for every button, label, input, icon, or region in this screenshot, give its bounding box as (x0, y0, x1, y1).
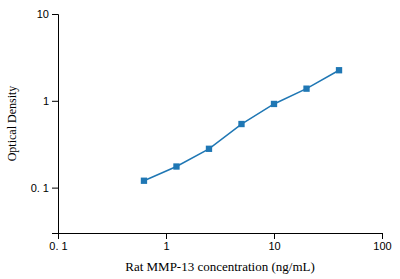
x-axis: 0. 1 1 10 100 (49, 233, 391, 252)
x-axis-title: Rat MMP-13 concentration (ng/mL) (125, 259, 315, 274)
axis-line (59, 234, 383, 240)
tick: 0. 1 (49, 233, 67, 252)
plot: 0. 1 1 10 100 0. 1 1 10 (31, 8, 392, 252)
tick-label: 1 (43, 95, 49, 107)
tick-label: 1 (163, 240, 169, 252)
tick-mark (166, 233, 167, 239)
tick-label: 10 (37, 8, 49, 20)
line (144, 70, 339, 181)
marker (206, 146, 212, 152)
y-axis-title: Optical Density (5, 86, 19, 162)
marker (141, 178, 147, 184)
tick-mark (52, 14, 58, 15)
tick: 10 (268, 233, 280, 252)
chart: 0. 1 1 10 100 0. 1 1 10 Rat MMP-13 concentratio… (0, 0, 400, 279)
y-axis: 0. 1 1 10 (31, 8, 59, 233)
tick-mark (52, 101, 58, 102)
axis-line (52, 15, 59, 234)
tick-mark (52, 188, 58, 189)
tick: 100 (373, 233, 391, 252)
tick-mark (382, 233, 383, 239)
marker (303, 86, 309, 92)
tick-label: 100 (373, 240, 391, 252)
tick-label: 10 (268, 240, 280, 252)
tick: 10 (37, 8, 58, 20)
tick-label: 0. 1 (49, 240, 67, 252)
series (141, 67, 342, 184)
tick: 0. 1 (31, 182, 58, 194)
marker (336, 67, 342, 73)
tick-mark (274, 233, 275, 239)
marker (238, 121, 244, 127)
tick: 1 (163, 233, 169, 252)
marker (173, 163, 179, 169)
tick-label: 0. 1 (31, 182, 49, 194)
tick: 1 (43, 95, 58, 107)
marker (271, 101, 277, 107)
